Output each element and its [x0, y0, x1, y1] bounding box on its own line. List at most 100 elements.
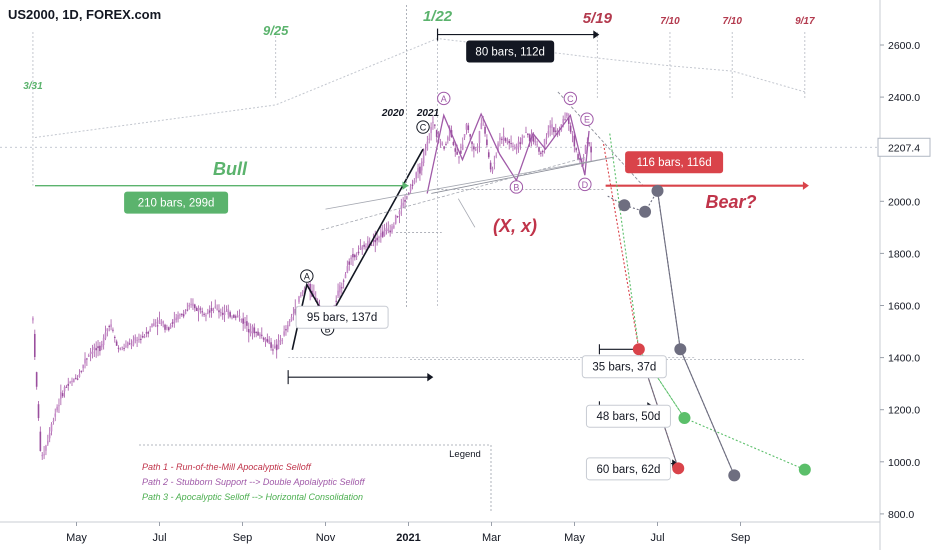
- candle-body: [156, 325, 159, 327]
- candle-body: [434, 124, 436, 126]
- candle-body: [186, 309, 189, 311]
- candle-body: [257, 331, 259, 336]
- candle-body: [441, 143, 444, 145]
- bull-arrow-head: [402, 181, 409, 190]
- candle-body: [33, 333, 36, 357]
- candle-body: [564, 119, 566, 121]
- candle-body: [221, 312, 224, 315]
- candle-body: [61, 393, 64, 397]
- candle-body: [147, 331, 150, 334]
- candle-body: [199, 308, 202, 310]
- x-tick-label: Jul: [650, 532, 664, 544]
- candle-body: [527, 133, 529, 135]
- candle-body: [413, 180, 416, 184]
- candle-body: [74, 377, 77, 379]
- candle-body: [359, 247, 362, 250]
- candle-body: [87, 355, 90, 357]
- candle-body: [547, 131, 550, 135]
- xx-pointer-line: [457, 198, 476, 228]
- candle-body: [188, 305, 191, 307]
- wave-label-text: A: [304, 272, 310, 282]
- candle-body: [374, 239, 377, 243]
- candle-body: [357, 251, 360, 254]
- candle-body: [365, 246, 367, 248]
- candle-body: [231, 316, 233, 318]
- candle-body: [128, 343, 131, 345]
- candle-body: [141, 336, 144, 338]
- candle-body: [519, 142, 522, 145]
- candle-body: [173, 319, 176, 324]
- candle-body: [467, 125, 470, 131]
- candle-body: [207, 312, 209, 314]
- date-label: 7/10: [722, 16, 742, 27]
- x-tick-label: Sep: [233, 532, 253, 544]
- range-95-head: [427, 372, 434, 382]
- candle-body: [346, 266, 349, 273]
- candle-body: [212, 309, 215, 311]
- measure-label-box: [585, 404, 671, 428]
- candle-body: [89, 352, 92, 355]
- measure-label-text: 80 bars, 112d: [475, 47, 544, 59]
- candle-body: [417, 167, 419, 172]
- candle-body: [104, 332, 107, 339]
- candle-body: [500, 138, 503, 140]
- wave-label-text: C: [420, 123, 427, 133]
- candle-body: [138, 338, 140, 340]
- x-tick-label: Mar: [482, 532, 501, 544]
- candle-body: [214, 306, 217, 308]
- date-label: 1/22: [423, 8, 453, 25]
- candle-body: [510, 143, 512, 145]
- candle-body: [238, 315, 241, 318]
- candle-body: [268, 340, 271, 344]
- candle-body: [545, 137, 548, 139]
- candle-body: [240, 319, 243, 321]
- candle-body: [506, 140, 509, 143]
- legend-title: Legend: [449, 449, 481, 460]
- measure-label-box: [124, 191, 229, 214]
- forecast-dot: [678, 412, 691, 425]
- candle-body: [65, 386, 68, 388]
- candle-body: [301, 291, 304, 294]
- candle-body: [225, 310, 228, 312]
- candle-body: [216, 308, 218, 310]
- wave-label-circle: [580, 112, 594, 126]
- candle-body: [121, 346, 124, 348]
- candle-body: [430, 127, 432, 134]
- candle-body: [476, 146, 479, 149]
- candle-body: [136, 339, 138, 341]
- candle-body: [195, 307, 198, 311]
- price-marker-label: 2207.4: [888, 142, 920, 154]
- candle-body: [528, 134, 531, 142]
- triangle-lower-line: [431, 156, 615, 194]
- candle-body: [166, 327, 168, 329]
- measure-arrow-head: [593, 30, 600, 39]
- candle-body: [184, 311, 187, 315]
- wave-label-circle: [300, 269, 314, 283]
- candle-body: [523, 136, 525, 138]
- measure-label-box: [585, 457, 671, 481]
- x-tick-label: 2021: [396, 532, 420, 544]
- candle-body: [300, 295, 302, 297]
- candle-body: [478, 131, 481, 143]
- candle-body: [234, 316, 237, 318]
- candle-body: [32, 318, 34, 321]
- candle-body: [58, 405, 60, 407]
- candle-body: [352, 253, 354, 258]
- y-tick-label: 1200.0: [888, 405, 920, 417]
- bull-label: Bull: [213, 159, 248, 179]
- candle-body: [110, 324, 112, 327]
- candle-body: [376, 237, 378, 241]
- candle-body: [432, 121, 434, 123]
- candle-body: [514, 147, 516, 149]
- candle-body: [134, 337, 137, 341]
- candle-body: [348, 261, 351, 265]
- candle-body: [179, 314, 181, 316]
- candle-body: [575, 148, 578, 151]
- x-tick-label: May: [66, 532, 87, 544]
- candle-body: [502, 135, 505, 141]
- forecast-dot: [632, 343, 645, 356]
- candle-body: [56, 406, 58, 411]
- wave-label-circle: [578, 177, 592, 192]
- candle-body: [313, 293, 315, 295]
